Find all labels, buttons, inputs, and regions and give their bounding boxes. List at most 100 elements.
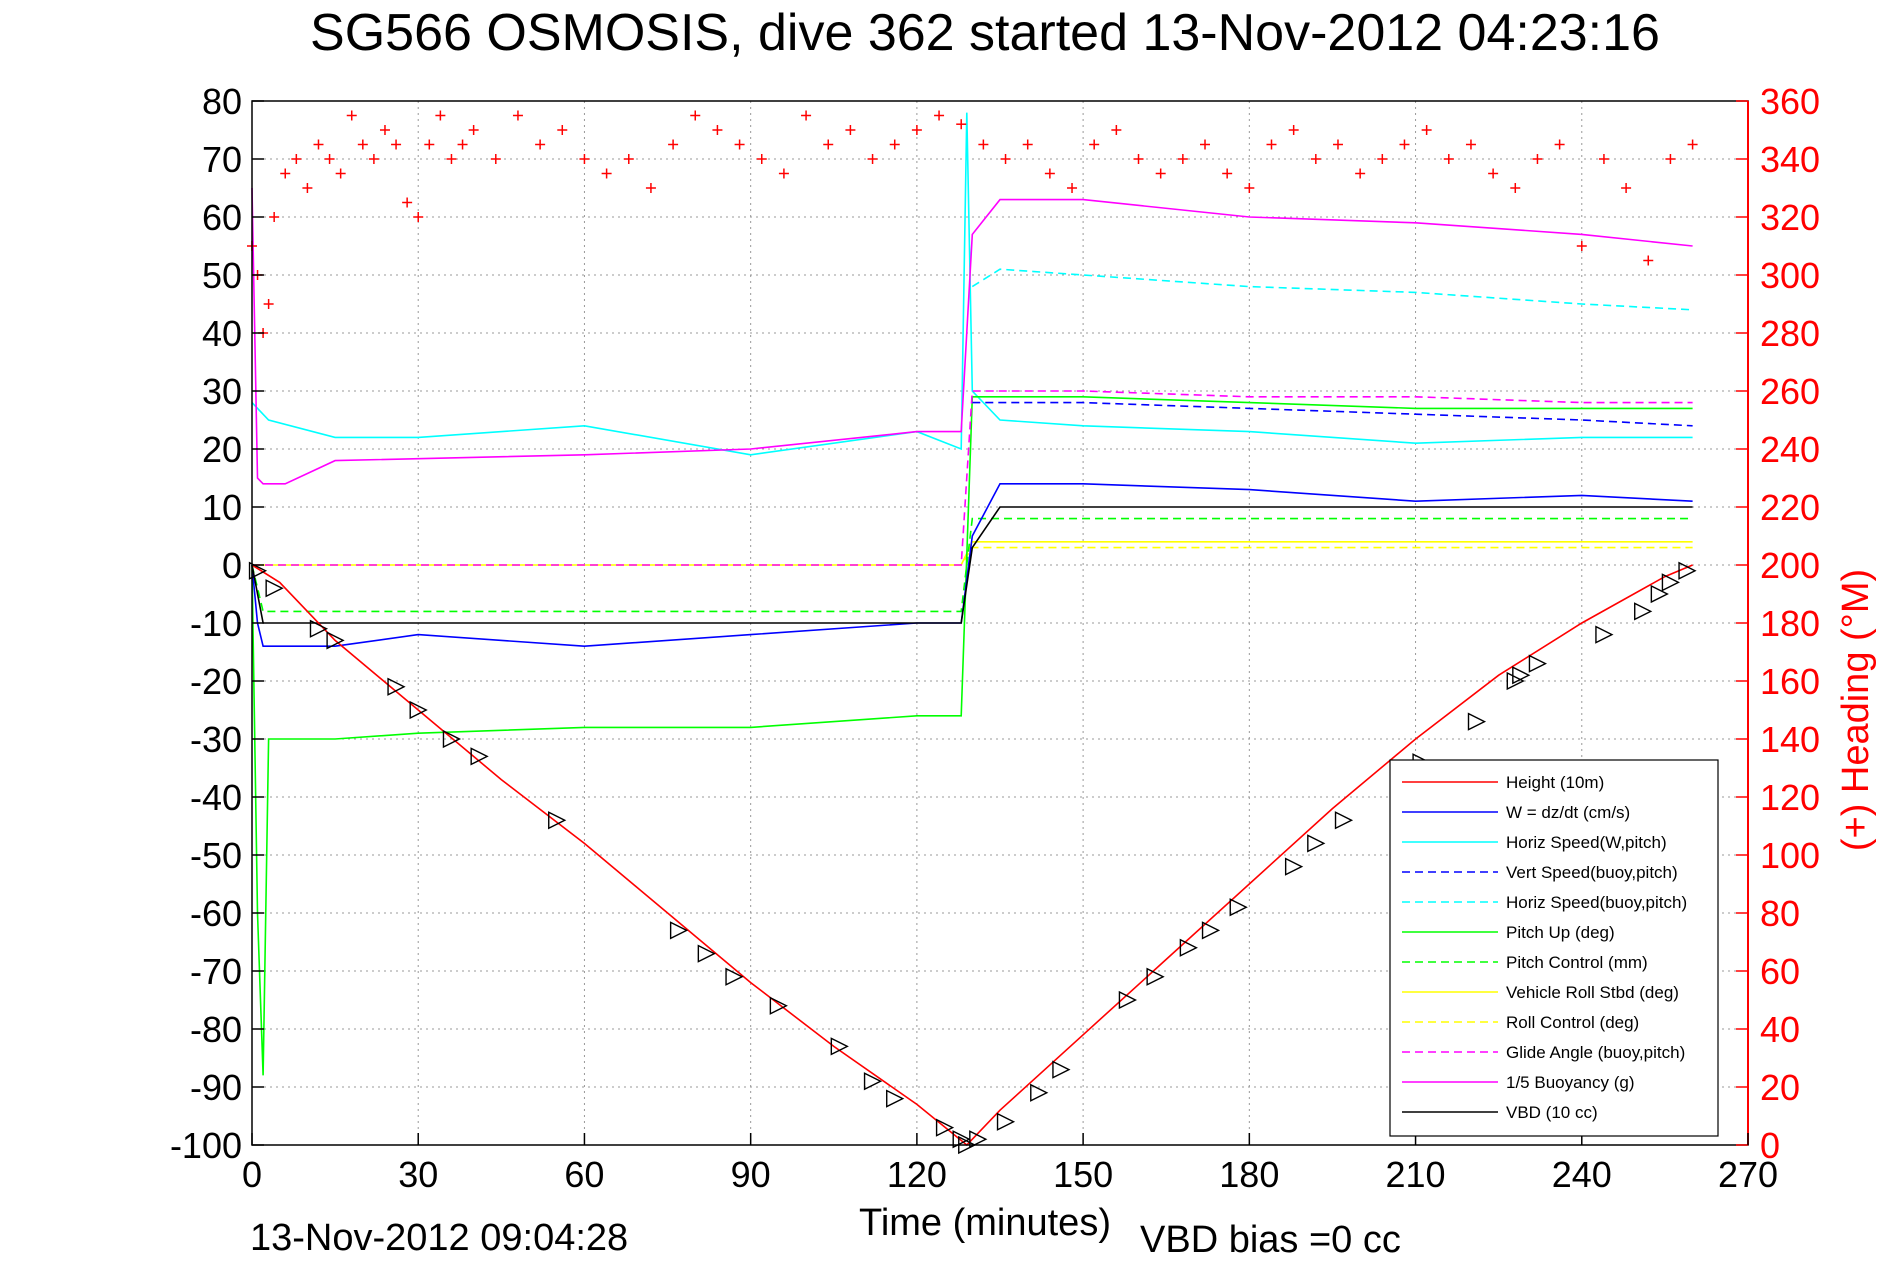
x-tick-label: 150	[1053, 1154, 1113, 1195]
legend-entry: Height (10m)	[1506, 773, 1604, 792]
y-tick-label: -90	[190, 1067, 242, 1108]
heading-point	[623, 154, 634, 164]
y-tick-label: -70	[190, 951, 242, 992]
right-tick-label: 200	[1760, 545, 1820, 586]
chart-title: SG566 OSMOSIS, dive 362 started 13-Nov-2…	[310, 4, 1660, 62]
heading-point	[1576, 241, 1587, 251]
right-tick-label: 320	[1760, 197, 1820, 238]
legend-box	[1389, 759, 1719, 1137]
right-tick-label: 240	[1760, 429, 1820, 470]
heading-point	[291, 154, 302, 164]
heading-point	[1155, 168, 1166, 179]
heading-point	[368, 154, 379, 164]
right-tick-label: 40	[1760, 1009, 1800, 1050]
right-axis-ticks: 3603403203002802602402202001801601401201…	[1736, 81, 1820, 1166]
heading-point	[335, 168, 346, 179]
heading-point	[1687, 139, 1698, 150]
y-tick-label: 30	[202, 371, 242, 412]
height-marker	[442, 729, 462, 749]
y-axis-ticks: 80 70 60 50 40 30 20 10 0 -10 -20 -30 -40 -50 -60 -70 -8…	[170, 81, 264, 1166]
legend-entry: VBD (10 cc)	[1506, 1103, 1598, 1122]
height-marker	[1179, 938, 1198, 957]
heading-point	[413, 212, 424, 222]
legend: Height (10m) W = dz/dt (cm/s) Horiz Speed(…	[1389, 759, 1719, 1137]
heading-point	[402, 197, 413, 208]
heading-point	[712, 125, 723, 135]
x-tick-label: 180	[1219, 1154, 1279, 1195]
height-marker	[1229, 898, 1248, 917]
right-tick-label: 340	[1760, 139, 1820, 180]
heading-point	[1532, 154, 1543, 164]
legend-entry: Glide Angle (buoy,pitch)	[1506, 1043, 1685, 1062]
series-pitch-control-mm	[251, 517, 1693, 613]
y-tick-label: -40	[190, 777, 242, 818]
right-tick-label: 0	[1760, 1125, 1780, 1166]
heading-point	[446, 154, 457, 164]
right-tick-label: 80	[1760, 893, 1800, 934]
heading-point	[1554, 139, 1565, 150]
y-tick-label: 80	[202, 81, 242, 122]
height-marker	[1467, 712, 1487, 731]
series-horiz-speed-buoy-pitch	[971, 268, 1693, 311]
legend-entry: Vert Speed(buoy,pitch)	[1506, 863, 1678, 882]
series-layer	[251, 112, 1693, 1147]
height-marker	[725, 967, 744, 986]
heading-point	[424, 139, 435, 150]
heading-point	[801, 110, 812, 121]
heading-point	[823, 139, 834, 150]
height-marker	[996, 1112, 1016, 1131]
height-marker	[952, 1130, 971, 1149]
heading-point	[1000, 154, 1011, 164]
height-marker	[1030, 1083, 1049, 1102]
y-tick-label: 10	[202, 487, 242, 528]
x-axis-label: Time (minutes)	[859, 1202, 1111, 1244]
heading-point	[346, 110, 357, 121]
heading-point	[468, 125, 479, 135]
height-marker	[1678, 561, 1697, 580]
heading-point	[668, 139, 679, 150]
height-marker	[969, 1130, 988, 1149]
height-marker	[248, 561, 268, 580]
legend-entry: Horiz Speed(buoy,pitch)	[1506, 893, 1687, 912]
right-tick-label: 260	[1760, 371, 1820, 412]
heading-point	[1421, 125, 1432, 135]
y-tick-label: 70	[202, 139, 242, 180]
heading-point	[1598, 154, 1609, 164]
heading-point	[1067, 183, 1078, 193]
heading-point	[1621, 183, 1632, 193]
heading-point	[1399, 139, 1410, 150]
heading-point	[313, 139, 324, 150]
heading-point	[778, 168, 789, 179]
heading-point	[1465, 139, 1476, 150]
height-markers	[248, 561, 1697, 1155]
heading-point	[734, 139, 745, 150]
right-axis-label: (+) Heading (°M)	[1835, 569, 1877, 851]
heading-point	[1266, 139, 1277, 150]
heading-point	[690, 110, 701, 121]
height-marker	[1512, 666, 1531, 685]
height-marker	[830, 1037, 849, 1056]
heading-point	[1222, 168, 1233, 179]
heading-point	[1111, 125, 1122, 135]
heading-point	[978, 139, 989, 150]
height-marker	[1634, 602, 1653, 621]
heading-point	[557, 125, 568, 135]
heading-point	[1510, 183, 1521, 193]
series-1-5-buoyancy-g	[251, 187, 1693, 485]
height-marker	[935, 1118, 955, 1137]
height-marker	[1528, 654, 1548, 673]
height-marker	[1146, 967, 1165, 986]
height-marker	[309, 619, 329, 638]
right-tick-label: 180	[1760, 603, 1820, 644]
series-vert-speed-buoy-pitch	[972, 401, 1693, 427]
y-tick-label: -30	[190, 719, 242, 760]
height-marker	[1650, 584, 1669, 604]
height-marker	[1661, 573, 1680, 592]
heading-point	[435, 110, 446, 121]
y-tick-label: 20	[202, 429, 242, 470]
heading-point	[302, 183, 313, 193]
heading-points	[247, 110, 1698, 338]
heading-point	[269, 212, 280, 222]
heading-point	[324, 154, 335, 164]
heading-point	[357, 139, 368, 150]
